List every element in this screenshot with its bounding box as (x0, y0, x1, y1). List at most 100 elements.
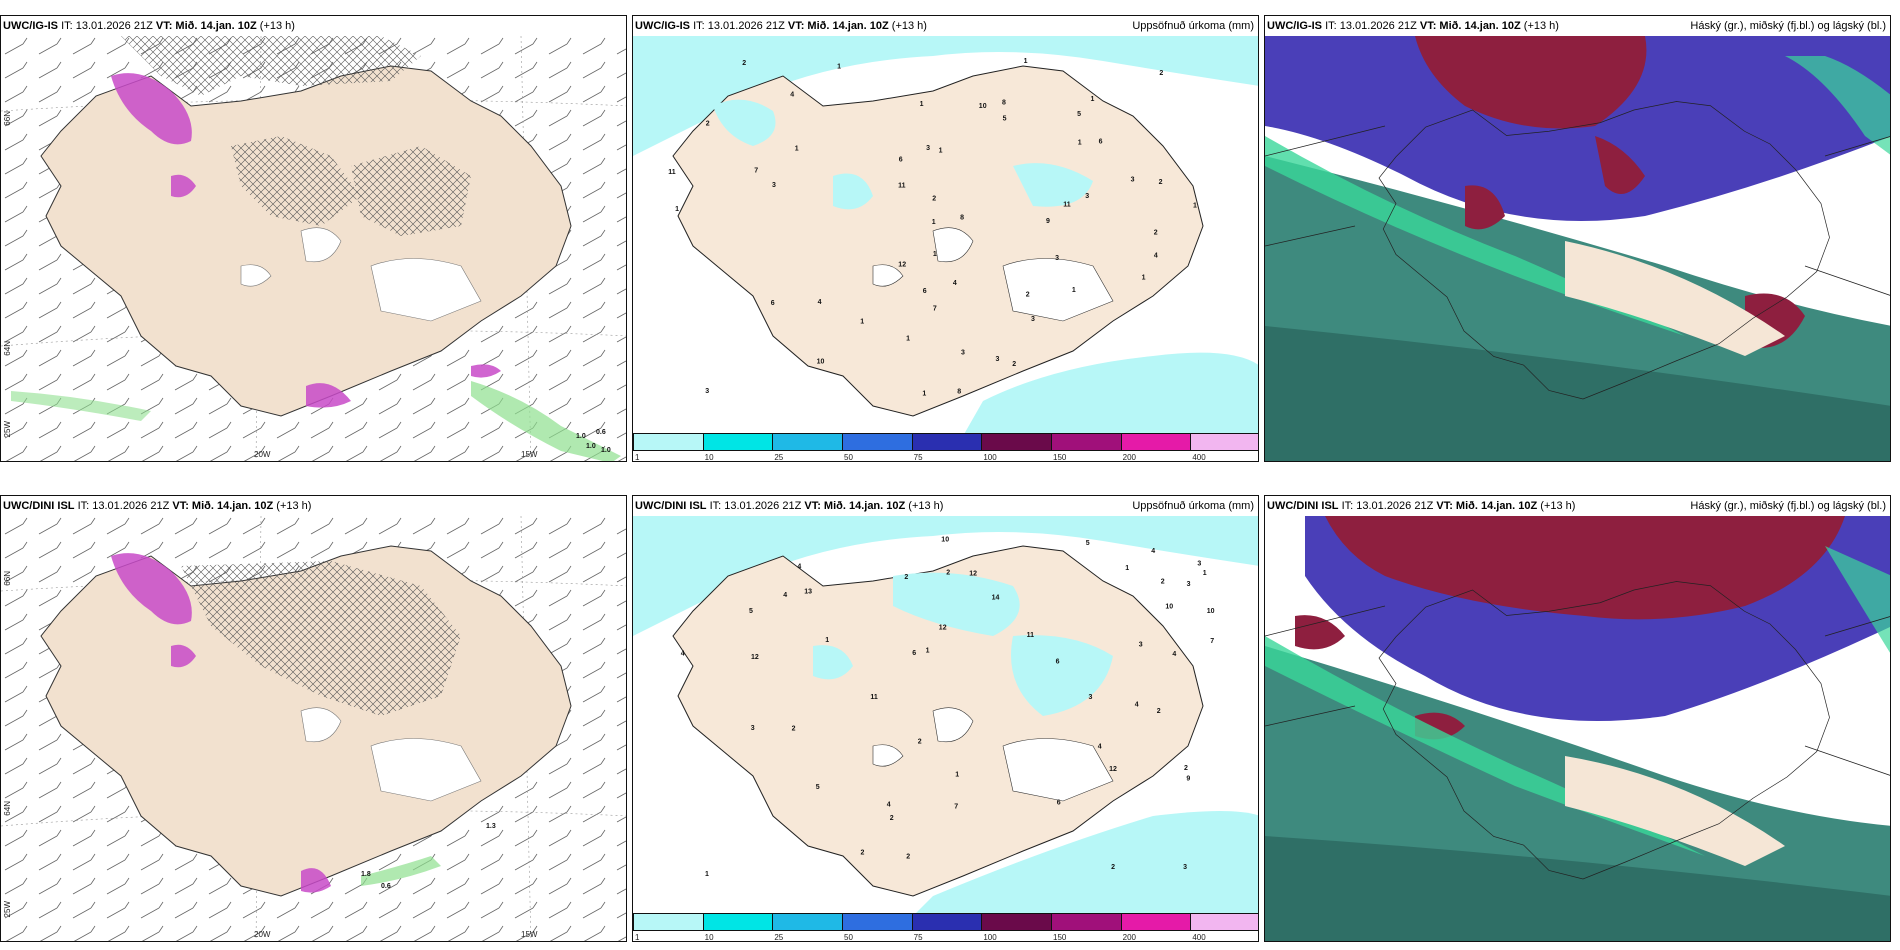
precip-value: 4 (818, 299, 822, 306)
colorbar-segment (1051, 433, 1122, 451)
precip-value: 1 (1142, 275, 1146, 282)
wind-map: 1.0 0.6 1.0 1.0 (1, 36, 626, 461)
precip-value: 3 (772, 182, 776, 189)
precip-value: 4 (887, 801, 891, 808)
colorbar-tick: 200 (1122, 933, 1137, 942)
colorbar-tick: 200 (1122, 453, 1137, 462)
panel-header: UWC/IG-IS IT: 13.01.2026 21Z VT: Mið. 14… (1, 16, 626, 36)
precip-value: 6 (912, 650, 916, 657)
snow-area (111, 73, 192, 145)
precip-value: 1 (675, 206, 679, 213)
precip-value: 6 (1099, 139, 1103, 146)
precip-value: 8 (957, 388, 961, 395)
precip-value: 4 (790, 92, 794, 99)
colorbar-segment (702, 913, 774, 931)
colorbar-tick: 75 (913, 933, 923, 942)
lon-label: 15W (521, 930, 538, 939)
panel-title: Uppsöfnuð úrkoma (mm) (1132, 20, 1254, 32)
precip-value: 2 (932, 196, 936, 203)
model-source: UWC/IG-IS (3, 20, 58, 32)
precip-value: 12 (939, 624, 947, 631)
precip-value: 11 (870, 694, 878, 701)
precip-value: 10 (941, 536, 949, 543)
precip-value: 1 (955, 771, 959, 778)
precip-value: 6 (1057, 799, 1061, 806)
lon-label: 20W (254, 930, 271, 939)
colorbar-segment (633, 913, 704, 931)
colorbar: 1 10 25 50 75 100 150 200 400 (633, 913, 1258, 941)
precip-value: 7 (933, 305, 937, 312)
precip-value: 12 (1109, 766, 1117, 773)
colorbar-tick: 1 (635, 933, 640, 942)
model-source: UWC/DINI ISL (3, 500, 75, 512)
precip-value: 8 (1002, 100, 1006, 107)
lon-label: 15W (521, 450, 538, 459)
precip-value: 1 (932, 219, 936, 226)
colorbar: 1 10 25 50 75 100 150 200 400 (633, 433, 1258, 461)
precip-value: 8 (960, 215, 964, 222)
precip-map: 2284116711111091288434363212333231115421… (633, 36, 1258, 436)
lon-label: 25W (3, 901, 12, 918)
colorbar-segment (911, 913, 983, 931)
precip-value: 1 (837, 63, 841, 70)
precip-value: 1 (1203, 570, 1207, 577)
colorbar-segment (772, 433, 843, 451)
snow-area (111, 553, 192, 625)
lat-label: 64N (3, 341, 12, 356)
lat-label: 66N (3, 571, 12, 586)
colorbar-segment (981, 433, 1052, 451)
precip-value: 12 (898, 261, 906, 268)
colorbar-segment (911, 433, 983, 451)
precip-value: 3 (1085, 193, 1089, 200)
lead-time: (+13 h) (891, 20, 927, 32)
colorbar-tick: 150 (1053, 933, 1067, 942)
colorbar-tick: 1 (635, 453, 640, 462)
precip-value: 1 (825, 637, 829, 644)
panel-title: Uppsöfnuð úrkoma (mm) (1132, 500, 1254, 512)
valid-time: VT: Mið. 14.jan. 10Z (1436, 500, 1538, 512)
colorbar-tick: 10 (704, 933, 714, 942)
precip-value: 1 (860, 319, 864, 326)
precip-value: 5 (1077, 111, 1081, 118)
precip-map: 2112454346212121534101110131214512693232… (633, 516, 1258, 916)
precip-value: 14 (992, 595, 1000, 602)
model-source: UWC/IG-IS (635, 20, 690, 32)
precip-value: 3 (961, 350, 965, 357)
precip-value: 12 (751, 654, 759, 661)
colorbar-tick: 50 (844, 453, 853, 462)
panel-header: UWC/IG-IS IT: 13.01.2026 21Z VT: Mið. 14… (633, 16, 1258, 36)
precip-value: 7 (1210, 638, 1214, 645)
precip-value: 3 (1139, 642, 1143, 649)
lat-label: 66N (3, 111, 12, 126)
precip-value: 1 (922, 391, 926, 398)
precip-value: 1 (906, 335, 910, 342)
precip-value: 2 (1026, 292, 1030, 299)
precip-value: 3 (926, 145, 930, 152)
panel-header: UWC/IG-IS IT: 13.01.2026 21Z VT: Mið. 14… (1265, 16, 1890, 36)
precip-value: 4 (1135, 702, 1139, 709)
colorbar-segment (1190, 913, 1258, 931)
init-time: IT: 13.01.2026 21Z (77, 500, 170, 512)
colorbar-segment (702, 433, 774, 451)
panel-clouds-top: UWC/IG-IS IT: 13.01.2026 21Z VT: Mið. 14… (1264, 15, 1891, 462)
model-source: UWC/DINI ISL (635, 500, 707, 512)
precip-value: 11 (1063, 202, 1071, 209)
precip-value: 2 (861, 850, 865, 857)
panel-title: Háský (gr.), miðský (fj.bl.) og lágský (… (1690, 500, 1886, 512)
lat-label: 64N (3, 801, 12, 816)
precip-value: 10 (979, 103, 987, 110)
precip-value: 2 (1161, 579, 1165, 586)
lead-time: (+13 h) (259, 20, 295, 32)
wind-value: 0.6 (381, 883, 391, 890)
valid-time: VT: Mið. 14.jan. 10Z (1419, 20, 1521, 32)
precip-values: 2284116711111091288434363212333231115421… (668, 58, 1197, 398)
precip-value: 7 (954, 804, 958, 811)
init-time: IT: 13.01.2026 21Z (1341, 500, 1434, 512)
precip-value: 6 (771, 300, 775, 307)
init-time: IT: 13.01.2026 21Z (693, 20, 785, 32)
rain-area (361, 856, 441, 886)
precip-value: 1 (939, 148, 943, 155)
precip-value: 2 (706, 120, 710, 127)
panel-header: UWC/DINI ISL IT: 13.01.2026 21Z VT: Mið.… (1, 496, 626, 516)
wind-value: 0.6 (596, 429, 606, 436)
